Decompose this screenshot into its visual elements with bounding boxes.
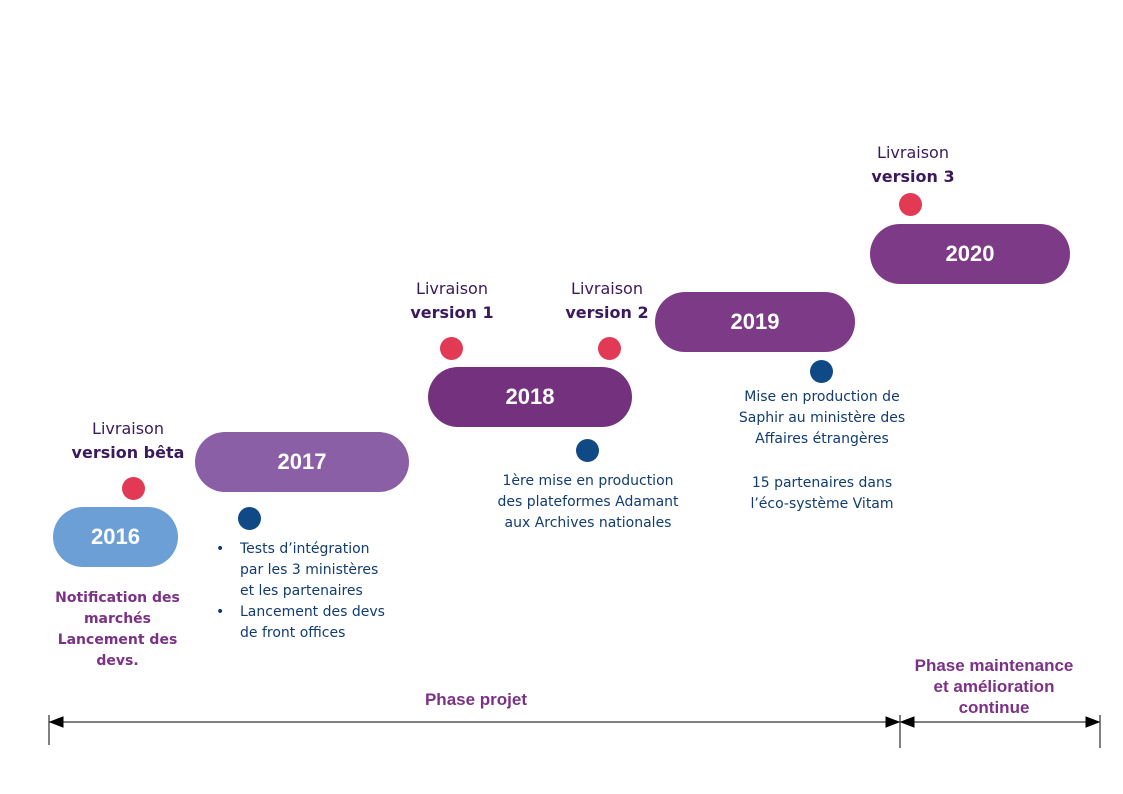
milestone-line2: version 3 — [871, 167, 955, 186]
phase-maintenance-label: Phase maintenance et amélioration contin… — [894, 655, 1094, 718]
milestone-v1-dot — [440, 337, 463, 360]
note-line: des plateformes Adamant — [497, 494, 679, 510]
event-2018-dot — [576, 439, 599, 462]
note-line: devs. — [96, 653, 139, 669]
year-2017-pill: 2017 — [195, 432, 409, 492]
note-line: Saphir au ministère des — [738, 410, 906, 426]
arrowhead-mid-left — [885, 716, 901, 728]
note-2019-b: 15 partenaires dans l’éco-système Vitam — [713, 473, 931, 515]
year-label: 2017 — [277, 449, 327, 474]
note-2017-list: Tests d’intégration par les 3 ministères… — [214, 539, 424, 644]
note-2017-item: Lancement des devs de front offices — [214, 602, 424, 644]
note-line: aux Archives nationales — [504, 515, 672, 531]
arrowhead-mid-right — [899, 716, 915, 728]
milestone-v2-dot — [598, 337, 621, 360]
arrowhead-right — [1085, 716, 1101, 728]
note-line: 1ère mise en production — [502, 473, 674, 489]
arrowhead-left — [48, 716, 64, 728]
year-label: 2020 — [945, 241, 995, 266]
note-2019-a: Mise en production de Saphir au ministèr… — [713, 387, 931, 450]
milestone-line2: version 2 — [565, 303, 649, 322]
year-2019-pill: 2019 — [655, 292, 855, 352]
note-line: l’éco-système Vitam — [750, 496, 894, 512]
milestone-line1: Livraison — [571, 279, 643, 298]
year-label: 2018 — [505, 384, 555, 409]
milestone-beta-label: Livraison version bêta — [63, 417, 193, 465]
year-2020-pill: 2020 — [870, 224, 1070, 284]
note-line: Affaires étrangères — [755, 431, 889, 447]
note-line: et les partenaires — [240, 583, 363, 599]
milestone-v1-label: Livraison version 1 — [397, 277, 507, 325]
note-line: Tests d’intégration — [240, 541, 370, 557]
note-line: de front offices — [240, 625, 346, 641]
phase-line: continue — [958, 698, 1030, 717]
year-2018-pill: 2018 — [428, 367, 632, 427]
phase-projet-label: Phase projet — [380, 689, 572, 710]
note-2017-item: Tests d’intégration par les 3 ministères… — [214, 539, 424, 602]
phase-projet-text: Phase projet — [424, 690, 528, 709]
note-2016: Notification des marchés Lancement des d… — [40, 588, 195, 672]
note-line: par les 3 ministères — [240, 562, 379, 578]
milestone-v3-label: Livraison version 3 — [858, 141, 968, 189]
milestone-line2: version 1 — [410, 303, 494, 322]
milestone-v2-label: Livraison version 2 — [552, 277, 662, 325]
event-2017-dot — [238, 507, 261, 530]
event-2019-dot — [810, 360, 833, 383]
note-line: Lancement des devs — [240, 604, 385, 620]
note-line: 15 partenaires dans — [751, 475, 893, 491]
milestone-line2: version bêta — [71, 443, 185, 462]
milestone-v3-dot — [899, 193, 922, 216]
phase-line: et amélioration — [933, 677, 1055, 696]
milestone-line1: Livraison — [416, 279, 488, 298]
year-2016-pill: 2016 — [53, 507, 178, 567]
year-label: 2019 — [730, 309, 780, 334]
milestone-line1: Livraison — [92, 419, 164, 438]
note-line: Lancement des — [57, 632, 178, 648]
phase-line: Phase maintenance — [914, 656, 1074, 675]
note-2018: 1ère mise en production des plateformes … — [472, 471, 704, 534]
note-line: Mise en production de — [744, 389, 900, 405]
milestone-beta-dot — [122, 477, 145, 500]
note-line: Notification des — [55, 590, 180, 606]
milestone-line1: Livraison — [877, 143, 949, 162]
note-line: marchés — [83, 611, 152, 627]
year-label: 2016 — [91, 524, 140, 549]
